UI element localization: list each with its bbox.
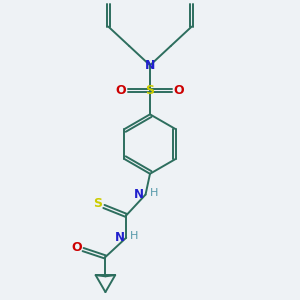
Text: N: N bbox=[145, 59, 155, 72]
Text: O: O bbox=[173, 84, 184, 97]
Text: S: S bbox=[146, 84, 154, 97]
Text: N: N bbox=[115, 231, 125, 244]
Text: O: O bbox=[116, 84, 127, 97]
Text: H: H bbox=[150, 188, 158, 198]
Text: O: O bbox=[71, 241, 82, 254]
Text: H: H bbox=[130, 231, 139, 241]
Text: N: N bbox=[134, 188, 144, 201]
Text: S: S bbox=[93, 197, 102, 210]
